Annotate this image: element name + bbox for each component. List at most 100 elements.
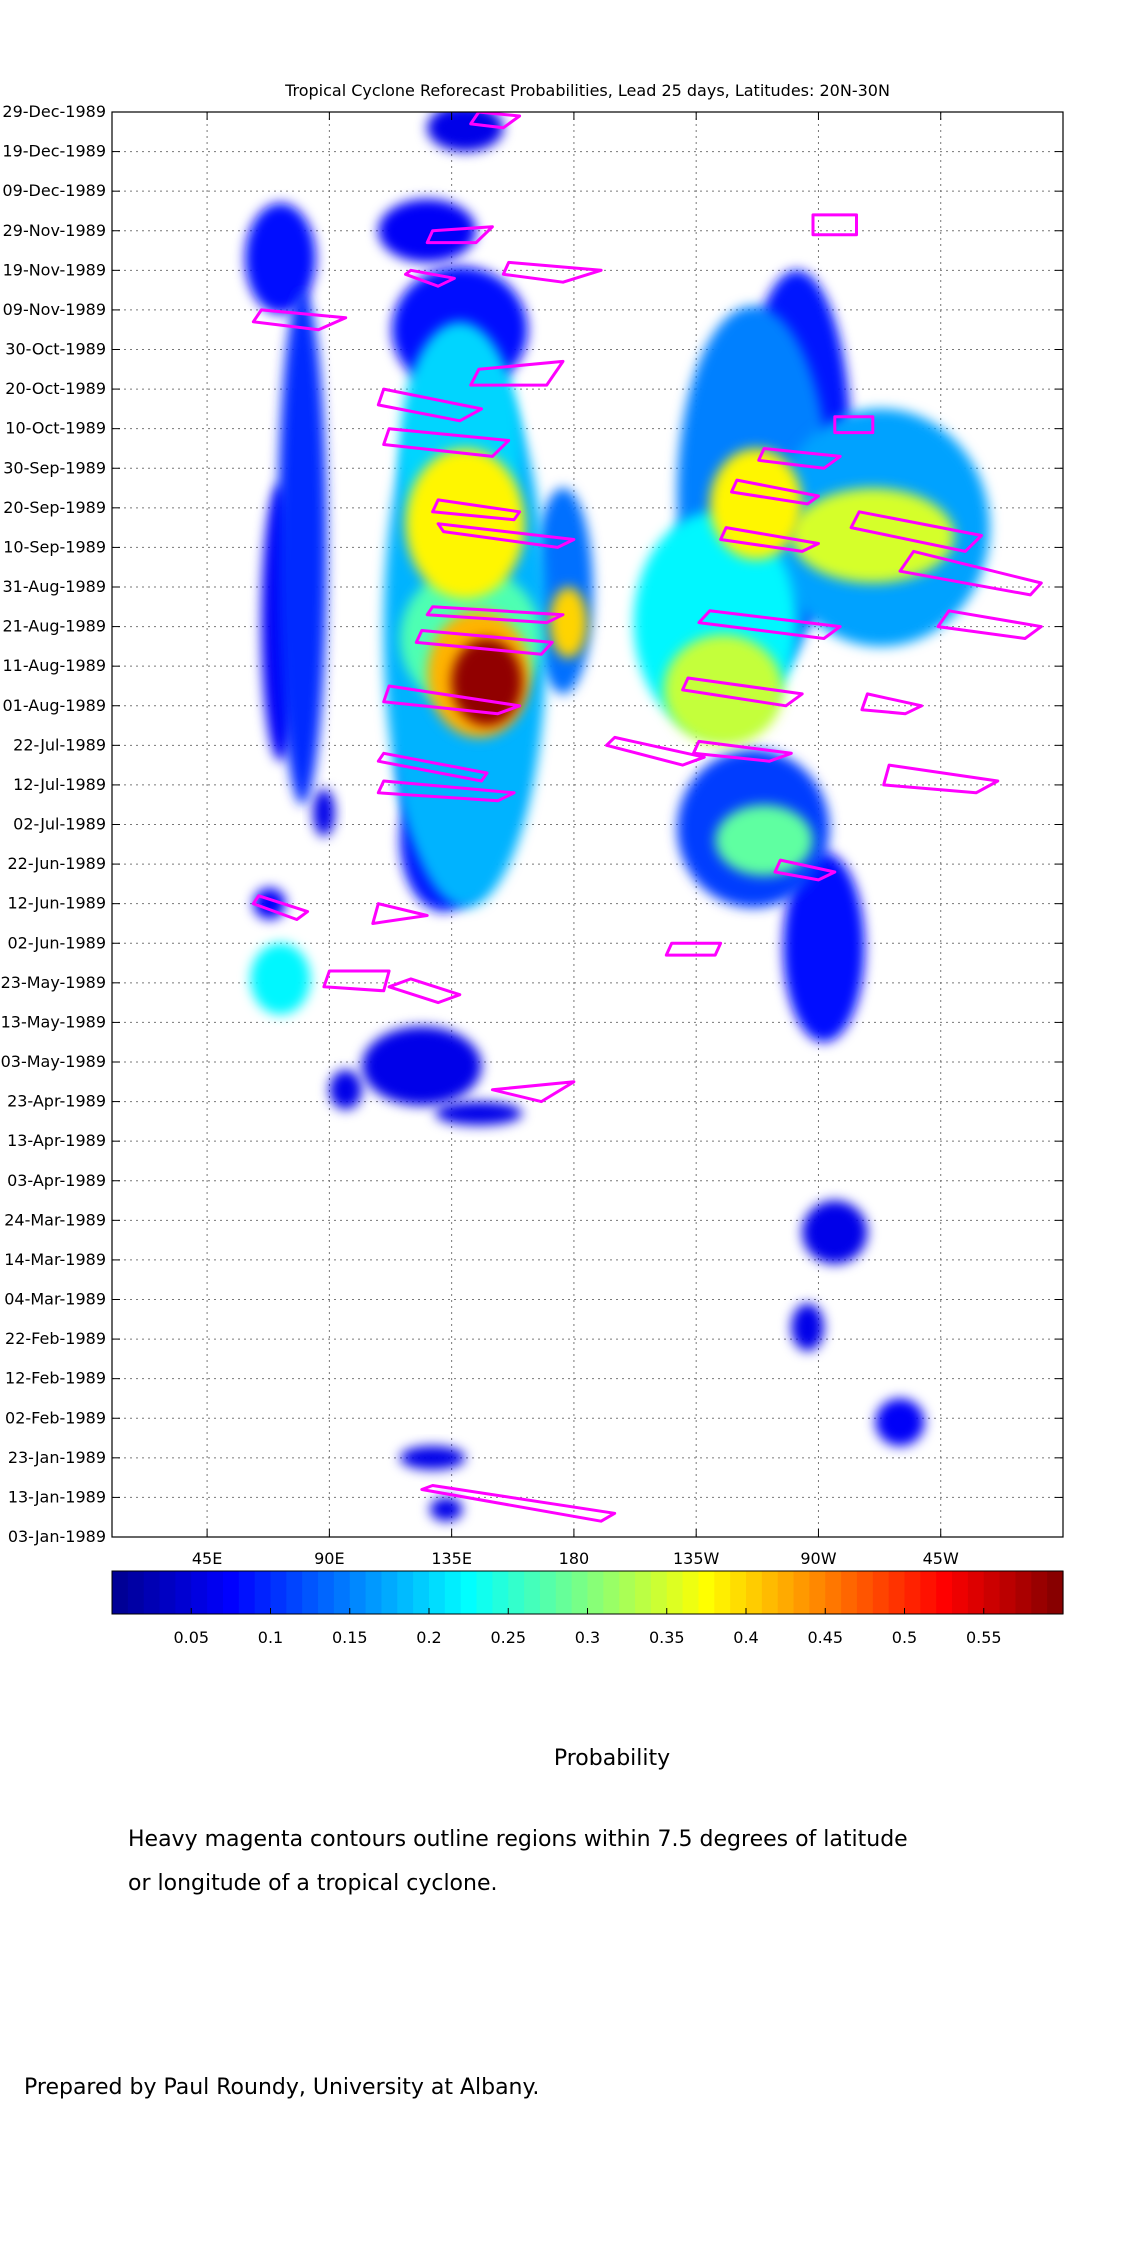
y-tick-label: 19-Nov-1989 bbox=[3, 260, 106, 279]
colorbar-segment bbox=[143, 1571, 161, 1614]
tc-contour-10 bbox=[425, 605, 565, 625]
tc-contour-29 bbox=[849, 510, 983, 553]
probability-blob-13 bbox=[245, 203, 316, 314]
y-tick-label: 12-Jul-1989 bbox=[13, 775, 106, 794]
colorbar-segment bbox=[429, 1571, 446, 1614]
y-tick-label: 22-Feb-1989 bbox=[5, 1329, 106, 1348]
colorbar-segment bbox=[793, 1571, 810, 1614]
colorbar-segment bbox=[967, 1571, 985, 1614]
tc-contour-27 bbox=[757, 447, 842, 470]
colorbar-segment bbox=[127, 1571, 145, 1614]
colorbar-segment bbox=[555, 1571, 573, 1614]
y-tick-label: 22-Jun-1989 bbox=[7, 854, 106, 873]
x-tick-label: 45W bbox=[923, 1549, 959, 1568]
tc-contour-33 bbox=[882, 763, 1000, 795]
tc-contour-23 bbox=[681, 676, 804, 708]
colorbar-segment bbox=[571, 1571, 589, 1614]
plot-area bbox=[111, 111, 1064, 1538]
colorbar-segment bbox=[888, 1571, 906, 1614]
tc-contour-9 bbox=[414, 629, 554, 656]
colorbar-segment bbox=[302, 1571, 319, 1614]
colorbar-segment bbox=[207, 1571, 224, 1614]
tc-contour-1 bbox=[251, 894, 310, 921]
colorbar-segment bbox=[222, 1571, 240, 1614]
y-tick-label: 04-Mar-1989 bbox=[4, 1290, 106, 1309]
y-tick-label: 02-Feb-1989 bbox=[5, 1408, 106, 1427]
colorbar-segment bbox=[999, 1571, 1017, 1614]
y-tick-label: 24-Mar-1989 bbox=[4, 1210, 106, 1229]
tc-contours bbox=[251, 112, 1043, 1523]
tc-contour-7 bbox=[376, 779, 516, 803]
probability-blob-8 bbox=[549, 587, 588, 659]
colorbar-segment bbox=[159, 1571, 176, 1614]
colorbar-segment bbox=[333, 1571, 351, 1614]
x-axis: 45E 90E 135E 180 135W 90W 45W bbox=[192, 112, 959, 1568]
chart: Tropical Cyclone Reforecast Probabilitie… bbox=[1, 81, 1064, 1771]
y-tick-label: 02-Jun-1989 bbox=[7, 933, 106, 952]
y-tick-label: 12-Feb-1989 bbox=[5, 1369, 106, 1388]
y-tick-label: 13-Jan-1989 bbox=[8, 1487, 106, 1506]
tc-contour-36 bbox=[811, 213, 858, 237]
grid-lines bbox=[112, 111, 1063, 1538]
colorbar-segment bbox=[698, 1571, 715, 1614]
colorbar-segment bbox=[904, 1571, 921, 1614]
y-tick-label: 11-Aug-1989 bbox=[2, 656, 106, 675]
tc-contour-20 bbox=[469, 112, 522, 130]
colorbar-segment bbox=[856, 1571, 874, 1614]
tc-contour-22 bbox=[692, 739, 793, 763]
colorbar-segment bbox=[460, 1571, 478, 1614]
colorbar-segment bbox=[476, 1571, 493, 1614]
y-tick-label: 30-Sep-1989 bbox=[3, 458, 106, 477]
probability-blob-19 bbox=[663, 634, 784, 746]
tc-contour-5 bbox=[490, 1080, 576, 1104]
colorbar-segment bbox=[825, 1571, 842, 1614]
tc-contour-13 bbox=[382, 427, 511, 458]
colorbar-segment bbox=[413, 1571, 430, 1614]
colorbar-tick-label: 0.35 bbox=[649, 1628, 685, 1647]
probability-blob-16 bbox=[250, 943, 311, 1015]
caption: Heavy magenta contours outline regions w… bbox=[128, 1818, 1028, 1906]
y-tick-label: 10-Oct-1989 bbox=[5, 419, 106, 438]
probability-blob-2 bbox=[405, 448, 526, 599]
colorbar-segment bbox=[1015, 1571, 1032, 1614]
colorbar-segment bbox=[524, 1571, 541, 1614]
colorbar-tick-label: 0.05 bbox=[173, 1628, 209, 1647]
probability-field bbox=[245, 112, 990, 1522]
x-tick-label: 135W bbox=[673, 1549, 720, 1568]
colorbar-segment bbox=[714, 1571, 731, 1614]
colorbar-segment bbox=[603, 1571, 620, 1614]
caption-line-2: or longitude of a tropical cyclone. bbox=[128, 1871, 498, 1896]
colorbar-tick-label: 0.25 bbox=[490, 1628, 526, 1647]
colorbar-tick-label: 0.1 bbox=[258, 1628, 283, 1647]
y-tick-label: 21-Aug-1989 bbox=[2, 617, 106, 636]
y-tick-label: 03-Jan-1989 bbox=[8, 1527, 106, 1546]
probability-blob-36 bbox=[329, 1069, 362, 1110]
x-tick-label: 90E bbox=[314, 1549, 344, 1568]
tc-contour-21 bbox=[605, 735, 706, 767]
y-tick-label: 10-Sep-1989 bbox=[3, 537, 106, 556]
colorbar-segment bbox=[270, 1571, 287, 1614]
colorbar-segment bbox=[841, 1571, 858, 1614]
y-tick-label: 03-Apr-1989 bbox=[7, 1171, 106, 1190]
colorbar-segment bbox=[444, 1571, 462, 1614]
y-tick-label: 20-Oct-1989 bbox=[5, 379, 106, 398]
tc-contour-3 bbox=[387, 977, 462, 1005]
colorbar-tick-label: 0.2 bbox=[416, 1628, 441, 1647]
probability-blob-30 bbox=[791, 1303, 824, 1351]
probability-blob-18 bbox=[313, 788, 335, 837]
tc-contour-26 bbox=[730, 478, 820, 506]
y-tick-label: 19-Dec-1989 bbox=[2, 142, 106, 161]
colorbar-segment bbox=[397, 1571, 414, 1614]
probability-blob-11 bbox=[378, 199, 477, 263]
colorbar-segment bbox=[238, 1571, 256, 1614]
probability-blob-28 bbox=[783, 852, 865, 1043]
colorbar-tick-label: 0.3 bbox=[575, 1628, 600, 1647]
tc-contour-34 bbox=[773, 858, 837, 882]
colorbar-segment bbox=[809, 1571, 826, 1614]
colorbar: 0.05 0.1 0.15 0.2 0.25 0.3 0.35 0.4 0.45 0.5 0.55 bbox=[111, 1570, 1064, 1647]
tc-contour-0 bbox=[420, 1484, 617, 1523]
tc-contour-17 bbox=[404, 268, 456, 288]
y-tick-label: 30-Oct-1989 bbox=[5, 340, 106, 359]
y-tick-label: 23-Apr-1989 bbox=[7, 1092, 106, 1111]
colorbar-segment bbox=[746, 1571, 763, 1614]
